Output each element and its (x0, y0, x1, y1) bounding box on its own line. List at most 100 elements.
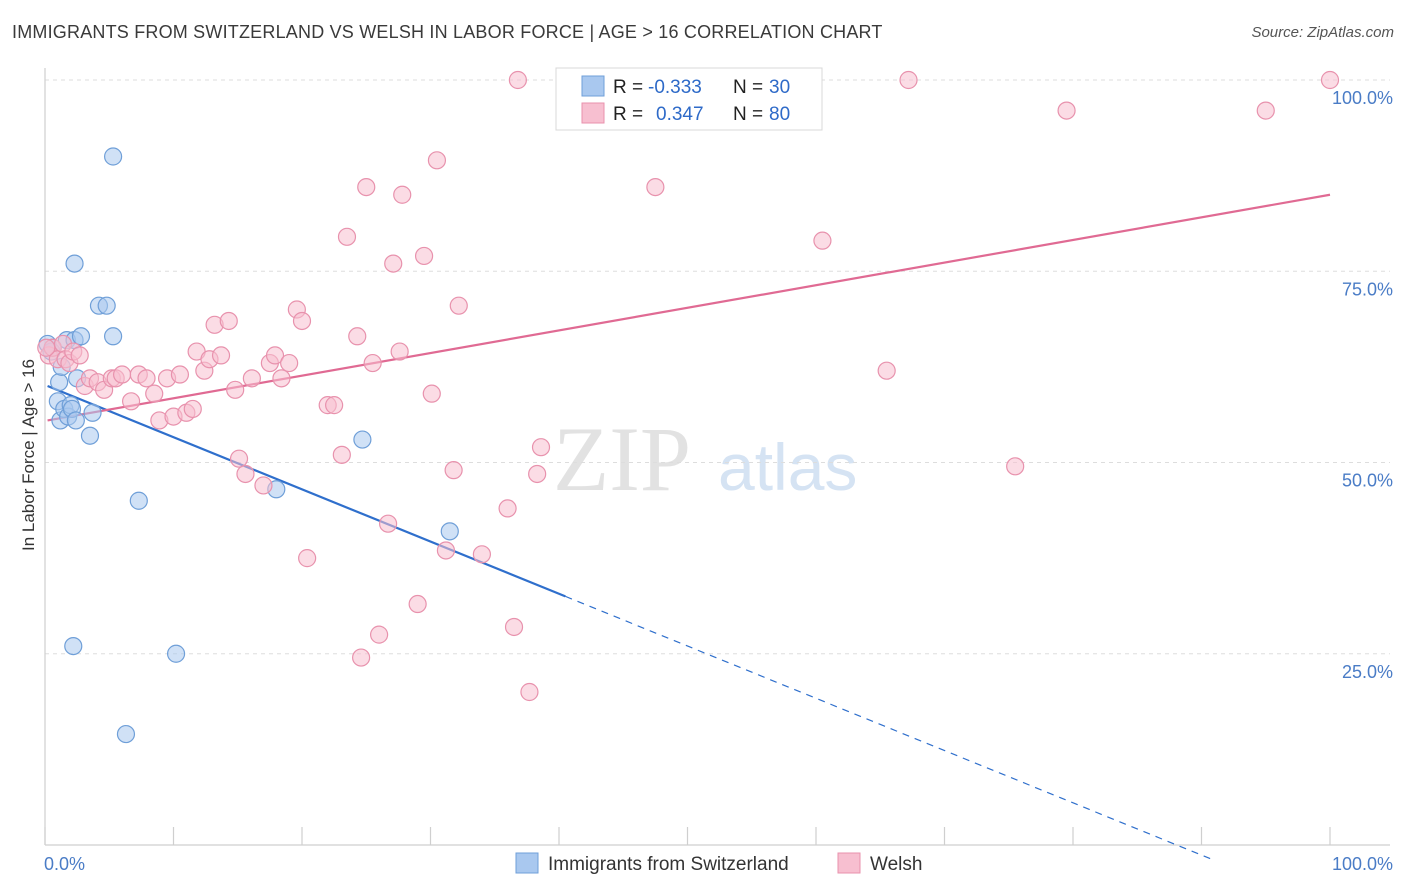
point-welsh (393, 185, 412, 204)
point-welsh (337, 227, 357, 246)
point-welsh (528, 464, 547, 484)
point-welsh (408, 594, 427, 614)
trend-line-welsh (47, 193, 1331, 422)
bottom-legend-swatch-welsh (837, 852, 861, 874)
point-welsh (449, 296, 468, 315)
series-legend: Immigrants from Switzerland Welsh (515, 852, 922, 875)
point-switzerland (104, 147, 123, 166)
point-welsh (292, 311, 312, 331)
trend-line-switzerland-extension (565, 595, 1215, 861)
point-welsh (170, 365, 190, 384)
point-welsh (298, 549, 317, 568)
legend-r-value-switzerland: -0.333 (648, 77, 702, 98)
legend-r-value-welsh: 0.347 (656, 104, 704, 125)
point-switzerland (66, 411, 85, 430)
x-tick-label: 0.0% (44, 854, 85, 874)
point-welsh (508, 70, 527, 90)
point-switzerland (440, 522, 459, 541)
point-welsh (236, 464, 255, 484)
y-tick-labels: 25.0% 50.0% 75.0% 100.0% (1332, 88, 1393, 682)
point-welsh (472, 545, 491, 564)
point-welsh (332, 445, 351, 464)
point-welsh (37, 338, 56, 357)
point-welsh (498, 499, 517, 518)
point-welsh (272, 369, 291, 388)
bottom-legend-label-welsh: Welsh (870, 854, 922, 875)
point-welsh (211, 346, 231, 365)
point-welsh (183, 399, 202, 419)
point-switzerland (80, 426, 100, 445)
y-tick-label: 25.0% (1342, 662, 1393, 682)
y-tick-label: 100.0% (1332, 88, 1393, 108)
point-welsh (646, 178, 665, 197)
point-switzerland (104, 327, 123, 346)
x-tick-label: 100.0% (1332, 854, 1393, 874)
point-welsh (121, 392, 141, 411)
point-welsh (390, 342, 409, 361)
legend-r-label: R = (613, 77, 643, 98)
point-welsh (1256, 101, 1275, 120)
legend-n-label: N = (733, 77, 763, 98)
point-switzerland (116, 724, 136, 744)
point-welsh (422, 384, 441, 403)
point-welsh (384, 254, 403, 273)
legend-r-label: R = (613, 104, 643, 125)
legend-n-value-switzerland: 30 (769, 77, 790, 98)
y-tick-label: 75.0% (1342, 279, 1393, 299)
source-label: Source: ZipAtlas.com (1251, 24, 1394, 41)
point-welsh (813, 231, 832, 250)
point-switzerland (64, 636, 83, 656)
bottom-legend-label-switzerland: Immigrants from Switzerland (548, 854, 789, 875)
point-welsh (436, 541, 456, 560)
correlation-legend: R = -0.333 N = 30 R = 0.347 N = 80 (555, 67, 823, 131)
point-welsh (357, 178, 376, 197)
point-switzerland (83, 403, 102, 422)
point-switzerland (353, 430, 372, 449)
point-welsh (899, 70, 918, 90)
point-welsh (219, 311, 238, 331)
legend-n-value-welsh: 80 (769, 104, 790, 125)
point-welsh (414, 246, 434, 266)
point-welsh (112, 365, 132, 384)
chart-title: IMMIGRANTS FROM SWITZERLAND VS WELSH IN … (12, 22, 883, 42)
point-welsh (520, 682, 539, 702)
axes (44, 68, 1390, 846)
point-switzerland (166, 644, 186, 663)
point-welsh (325, 396, 344, 415)
point-welsh (145, 384, 164, 403)
point-switzerland (97, 296, 116, 315)
point-welsh (70, 346, 89, 365)
trend-lines (47, 193, 1331, 861)
point-switzerland (129, 491, 148, 510)
point-welsh (378, 514, 398, 533)
point-welsh (504, 617, 524, 637)
point-welsh (444, 461, 463, 480)
point-welsh (352, 648, 371, 667)
point-welsh (370, 625, 389, 644)
point-welsh (1057, 101, 1076, 120)
point-switzerland (50, 373, 69, 392)
legend-swatch-welsh (581, 102, 605, 124)
data-points (37, 70, 1340, 744)
legend-swatch-switzerland (581, 75, 605, 97)
gridlines (45, 79, 1390, 655)
point-welsh (427, 151, 447, 170)
point-welsh (531, 438, 551, 457)
point-welsh (363, 353, 382, 373)
y-tick-label: 50.0% (1342, 471, 1393, 491)
point-welsh (1320, 70, 1340, 90)
point-welsh (1006, 457, 1025, 476)
point-switzerland (71, 327, 91, 346)
point-welsh (137, 369, 156, 388)
point-welsh (348, 327, 367, 346)
point-welsh (877, 361, 896, 380)
y-axis-label: In Labor Force | Age > 16 (19, 359, 38, 551)
point-welsh (265, 346, 285, 365)
watermark-atlas: atlas (718, 430, 857, 504)
bottom-legend-swatch-switzerland (515, 852, 539, 874)
point-switzerland (65, 254, 84, 273)
point-welsh (242, 369, 261, 388)
point-welsh (226, 380, 245, 399)
point-welsh (229, 449, 249, 468)
